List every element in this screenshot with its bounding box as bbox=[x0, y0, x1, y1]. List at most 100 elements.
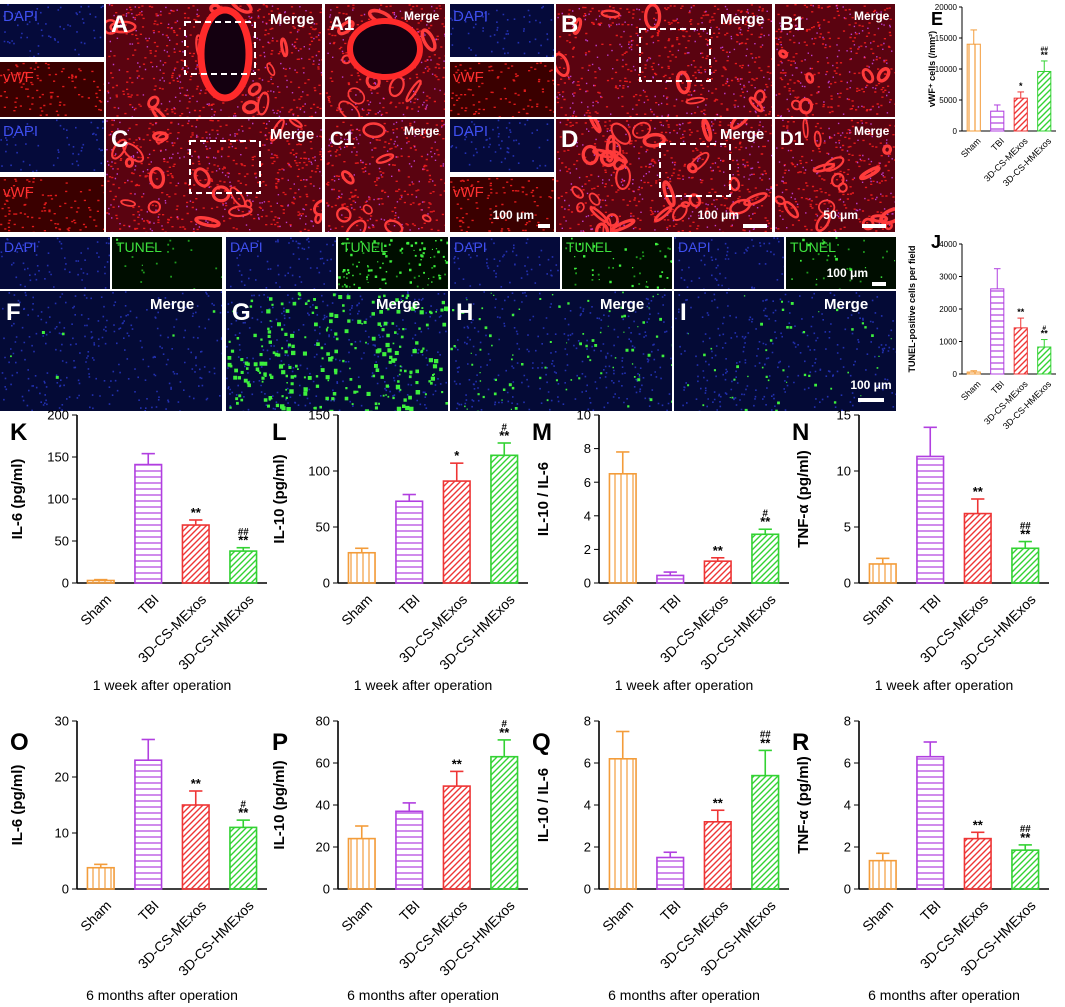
y-tick-label: 4000 bbox=[939, 240, 957, 249]
vessel-mark bbox=[876, 67, 891, 83]
chart-j: J 0 1000 2000 3000 4000 TUNEL-positive cells p… bbox=[907, 232, 1056, 431]
vessel-mark bbox=[688, 151, 710, 173]
dapi-thumb bbox=[450, 237, 560, 289]
vessel-mark bbox=[812, 162, 836, 173]
bar bbox=[134, 463, 163, 584]
tunel-panel-f: DAPI TUNEL F Merge bbox=[0, 237, 222, 411]
vessel-mark bbox=[288, 119, 303, 129]
vessel-mark bbox=[778, 49, 789, 59]
y-tick-label: 10000 bbox=[935, 65, 958, 74]
vessel-mark bbox=[388, 76, 405, 98]
bar bbox=[608, 472, 637, 584]
vwf-label: vWF bbox=[3, 184, 34, 201]
bar bbox=[1037, 70, 1052, 132]
panel-letter: G bbox=[232, 299, 251, 326]
y-tick-label: 50 bbox=[316, 520, 330, 535]
vwf-label: vWF bbox=[3, 69, 34, 86]
zoom-box bbox=[184, 21, 256, 75]
significance-mark: ** bbox=[191, 505, 202, 520]
vwf-panel-a: DAPI vWF A Merge A1 Merge bbox=[0, 4, 445, 117]
bar bbox=[966, 371, 981, 375]
vwf-label: vWF bbox=[453, 69, 484, 86]
merge-label: Merge bbox=[824, 296, 868, 313]
y-tick-label: 4 bbox=[584, 508, 591, 523]
scalebar bbox=[538, 224, 550, 228]
significance-mark: ** bbox=[1041, 329, 1049, 339]
merge-label: Merge bbox=[404, 9, 440, 23]
vessel-lumen bbox=[347, 18, 423, 80]
dapi-label: DAPI bbox=[454, 239, 487, 255]
tunel-positive-spots bbox=[338, 238, 448, 289]
zoom-box bbox=[189, 140, 261, 194]
bar bbox=[490, 454, 519, 584]
dapi-thumb bbox=[0, 4, 104, 57]
category-label: TBI bbox=[917, 591, 944, 618]
dapi-thumb bbox=[0, 237, 110, 289]
significance-mark-hash: # bbox=[502, 719, 508, 730]
vessel-mark bbox=[109, 20, 137, 34]
bar bbox=[916, 455, 945, 584]
zoom-letter: A1 bbox=[330, 14, 355, 35]
vwf-thumb bbox=[450, 62, 554, 117]
x-axis-label: 1 week after operation bbox=[93, 677, 232, 693]
vessel-mark bbox=[653, 206, 673, 223]
bar bbox=[395, 810, 424, 890]
vessel-mark bbox=[743, 192, 768, 207]
vessel-mark bbox=[606, 140, 622, 157]
tunel-panel-i: DAPI TUNEL I Merge bbox=[674, 237, 896, 411]
merge-label: Merge bbox=[270, 126, 314, 143]
bar bbox=[347, 837, 376, 890]
significance-mark: ** bbox=[191, 776, 202, 791]
y-tick-label: 2 bbox=[584, 542, 591, 557]
merge-zoom bbox=[325, 119, 445, 232]
vessel-mark bbox=[147, 200, 162, 214]
x-axis-label: 1 week after operation bbox=[615, 677, 754, 693]
y-tick-label: 80 bbox=[316, 714, 330, 729]
scalebar bbox=[743, 224, 767, 228]
merge-label: Merge bbox=[854, 9, 890, 23]
bar bbox=[990, 110, 1005, 132]
y-tick-label: 2 bbox=[844, 840, 851, 855]
category-label: Sham bbox=[338, 897, 375, 934]
significance-mark: ** bbox=[713, 543, 724, 558]
y-tick-label: 30 bbox=[55, 714, 69, 729]
significance-mark: ** bbox=[238, 805, 249, 820]
vwf-panel-b: DAPI vWF B Merge B1 Merge bbox=[450, 4, 895, 117]
zoom-letter: C1 bbox=[330, 129, 355, 150]
bar bbox=[963, 837, 992, 890]
y-tick-label: 100 bbox=[47, 492, 69, 507]
y-axis-label: IL-6 (pg/ml) bbox=[9, 765, 26, 846]
vessel-mark bbox=[602, 216, 612, 232]
category-label: TBI bbox=[989, 379, 1006, 396]
significance-mark: ** bbox=[973, 817, 984, 832]
category-label: TBI bbox=[657, 591, 684, 618]
bar bbox=[751, 533, 780, 584]
bar bbox=[656, 574, 685, 584]
category-label: Sham bbox=[338, 591, 375, 628]
x-axis-label: 6 months after operation bbox=[86, 987, 238, 1003]
y-axis-label: IL-10 (pg/ml) bbox=[271, 454, 288, 543]
scalebar bbox=[862, 224, 886, 228]
category-label: Sham bbox=[959, 136, 983, 160]
panel-letter: M bbox=[532, 419, 552, 446]
bar bbox=[229, 826, 258, 890]
vessel-mark bbox=[193, 167, 211, 188]
vessel-mark bbox=[662, 180, 676, 208]
dapi-thumb bbox=[450, 4, 554, 57]
panel-letter: H bbox=[456, 299, 473, 326]
zoom-letter: D1 bbox=[780, 129, 805, 150]
tunel-panel-g: DAPI TUNEL G Merge bbox=[226, 237, 448, 411]
dapi-label: DAPI bbox=[4, 239, 37, 255]
significance-mark: ** bbox=[973, 484, 984, 499]
category-label: Sham bbox=[77, 591, 114, 628]
vessel-mark bbox=[211, 185, 231, 203]
bar bbox=[966, 43, 981, 132]
panel-letter: P bbox=[272, 729, 288, 756]
vessel-mark bbox=[672, 204, 688, 222]
y-tick-label: 5000 bbox=[939, 96, 957, 105]
panel-letter: K bbox=[10, 419, 28, 446]
merge-label: Merge bbox=[720, 126, 764, 143]
vessel-mark bbox=[228, 205, 253, 218]
